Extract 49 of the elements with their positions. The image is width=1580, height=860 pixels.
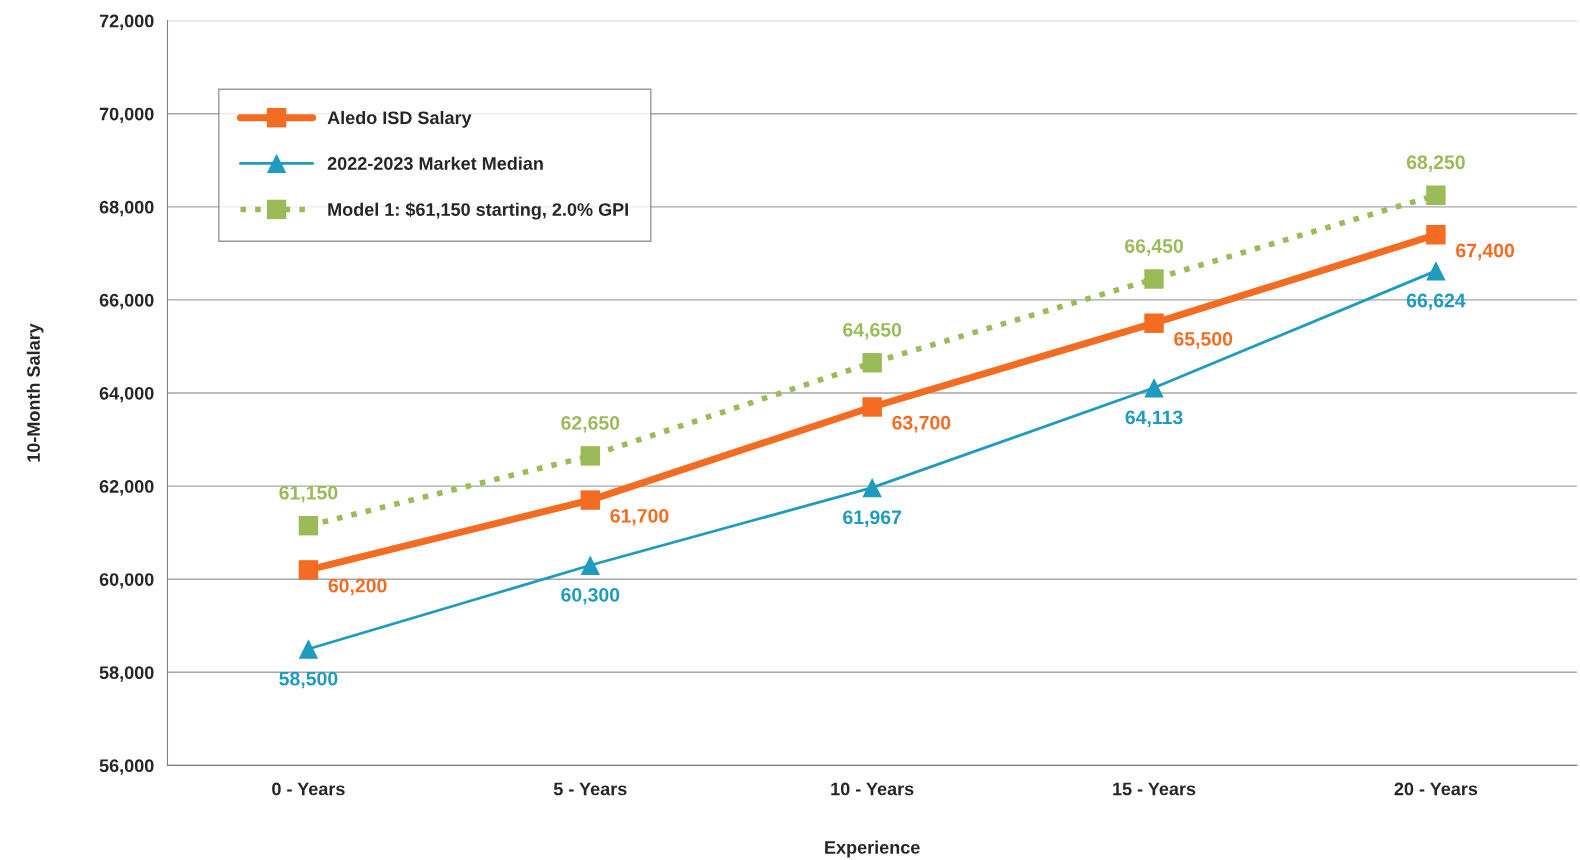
x-tick-label: 5 - Years: [553, 782, 627, 796]
data-label: 60,200: [328, 578, 387, 596]
legend-label: Model 1: $61,150 starting, 2.0% GPI: [328, 202, 628, 220]
y-tick-label: 68,000: [99, 200, 154, 217]
x-tick-label: 10 - Years: [831, 782, 914, 796]
point: [298, 515, 319, 536]
data-label: 63,700: [892, 415, 951, 433]
y-tick-label: 64,000: [99, 386, 154, 403]
point: [298, 560, 319, 580]
point: [1144, 313, 1164, 333]
data-label: 61,700: [610, 508, 669, 526]
y-tick-label: 62,000: [99, 480, 154, 496]
data-label: 68,250: [1406, 155, 1465, 172]
data-label: 66,624: [1406, 293, 1466, 311]
point: [1426, 261, 1446, 281]
data-label: 61,150: [279, 485, 338, 503]
data-label: 62,650: [561, 416, 620, 433]
point: [1144, 378, 1164, 398]
x-tick-label: 20 - Years: [1394, 782, 1478, 796]
point: [1144, 269, 1164, 289]
data-label: 60,300: [561, 587, 620, 605]
data-label: 64,650: [843, 322, 902, 340]
x-axis-title: Experience: [825, 840, 920, 858]
data-label: 67,400: [1456, 243, 1515, 261]
point: [1426, 225, 1446, 245]
y-tick-label: 66,000: [99, 293, 154, 310]
point: [1426, 185, 1446, 205]
y-tick-label: 72,000: [99, 14, 154, 30]
point: [862, 477, 882, 498]
x-tick-label: 0 - Years: [272, 782, 345, 796]
data-label: 65,500: [1174, 332, 1233, 349]
legend-label: 2022-2023 Market Median: [327, 156, 543, 170]
data-label: 64,113: [1125, 410, 1183, 428]
y-tick-label: 56,000: [99, 759, 154, 775]
data-label: 58,500: [279, 671, 338, 689]
y-axis-title: 10-Month Salary: [26, 323, 44, 462]
y-tick-label: 58,000: [99, 666, 154, 682]
x-tick-label: 15 - Years: [1113, 782, 1196, 796]
point: [580, 446, 601, 466]
point: [580, 490, 601, 510]
point: [298, 639, 319, 659]
point: [862, 353, 882, 373]
legend-label: Aledo ISD Salary: [327, 110, 472, 128]
point: [862, 397, 882, 417]
data-label: 66,450: [1125, 239, 1183, 256]
y-tick-label: 70,000: [99, 107, 154, 124]
point: [580, 555, 601, 575]
y-tick-label: 60,000: [99, 573, 154, 589]
data-label: 61,967: [843, 510, 902, 527]
